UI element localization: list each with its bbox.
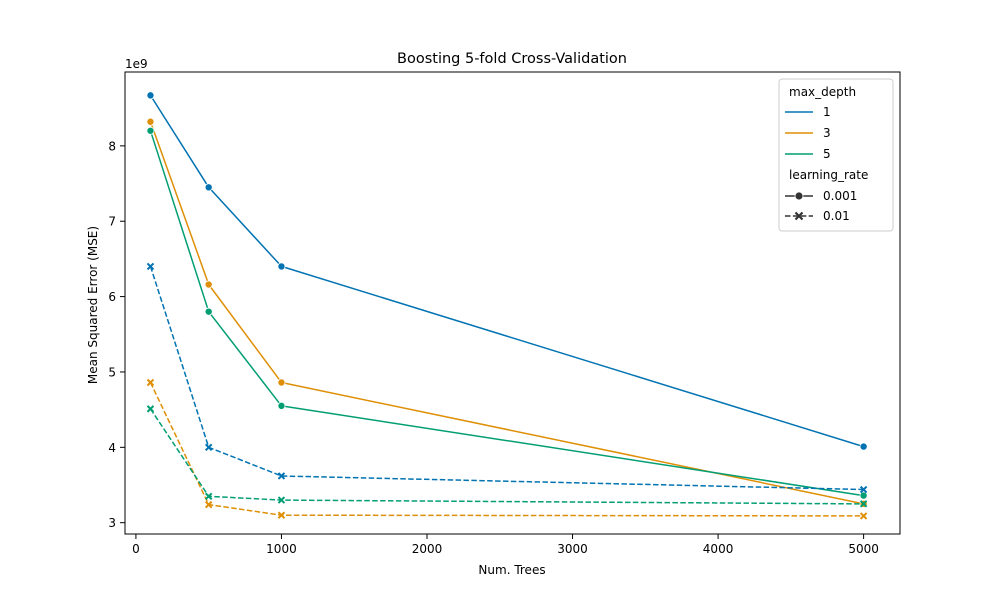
y-tick-label: 7 <box>108 215 116 229</box>
x-tick-label: 4000 <box>703 542 734 556</box>
legend-entry-lr-001: 0.01 <box>785 209 850 223</box>
x-tick-label: 1000 <box>266 542 297 556</box>
x-tick-label: 0 <box>132 542 140 556</box>
legend-box <box>778 78 894 232</box>
legend: max_depth 1 3 5 learning_rate 0.001 0.01 <box>778 78 894 232</box>
series-depth-3-lr-0001-point <box>277 378 286 387</box>
series-depth-1-lr-0001-line <box>149 94 864 448</box>
legend-style-title: learning_rate <box>789 168 868 182</box>
legend-entry-depth-3: 3 <box>785 126 831 140</box>
x-axis-label: Num. Trees <box>478 563 545 577</box>
series-depth-5-lr-001-point <box>859 500 868 508</box>
legend-circle-marker <box>794 191 804 201</box>
legend-x-marker <box>794 211 804 221</box>
series-depth-3-lr-0001-point <box>146 117 155 126</box>
series-depth-1-lr-0001-point <box>859 442 868 451</box>
x-tick-label: 3000 <box>557 542 588 556</box>
series-depth-3-lr-001-point <box>146 378 155 387</box>
y-tick-label: 8 <box>108 139 116 153</box>
series-depth-3-lr-001-point <box>204 500 213 509</box>
y-tick-label: 4 <box>108 441 116 455</box>
series-depth-5-lr-001-point <box>277 496 286 504</box>
y-offset-label: 1e9 <box>125 57 148 71</box>
legend-label-depth-5: 5 <box>823 147 831 161</box>
chart-title: Boosting 5-fold Cross-Validation <box>397 51 627 67</box>
series-depth-5-lr-0001-point <box>146 126 155 135</box>
series-depth-5-lr-001-point <box>146 405 155 413</box>
legend-entry-depth-1: 1 <box>785 105 831 119</box>
legend-label-lr-0001: 0.001 <box>823 189 857 203</box>
series-depth-1-lr-001-point <box>146 262 155 271</box>
series-depth-1-lr-0001-point <box>277 262 286 271</box>
x-tick-label: 5000 <box>848 542 879 556</box>
legend-label-lr-001: 0.01 <box>823 209 850 223</box>
series-depth-5-lr-0001-point <box>204 307 213 316</box>
legend-label-depth-3: 3 <box>823 126 831 140</box>
legend-entry-lr-0001: 0.001 <box>785 189 857 203</box>
series-depth-1-lr-0001-point <box>146 91 155 100</box>
series-layer <box>146 91 868 520</box>
series-depth-3-lr-0001-line <box>149 121 864 505</box>
y-tick-label: 3 <box>108 516 116 530</box>
series-depth-3-lr-001-point <box>277 511 286 519</box>
axis-ticks: 0 1000 2000 3000 4000 5000 3 4 5 6 7 8 <box>108 139 879 556</box>
series-depth-1-lr-0001-point <box>204 183 213 192</box>
series-depth-1-lr-001-line <box>149 266 864 491</box>
series-depth-5-lr-0001-point <box>277 401 286 410</box>
series-depth-5-lr-001-point <box>204 492 213 501</box>
series-depth-5-lr-0001-line <box>149 130 864 497</box>
x-tick-label: 2000 <box>412 542 443 556</box>
legend-entry-depth-5: 5 <box>785 147 831 161</box>
series-depth-3-lr-001-point <box>859 512 868 520</box>
series-depth-3-lr-001-line <box>149 382 864 517</box>
y-tick-label: 5 <box>108 365 116 379</box>
series-depth-1-lr-001-point <box>277 472 286 480</box>
series-depth-5-lr-001-line <box>149 408 864 505</box>
legend-hue-title: max_depth <box>789 85 856 99</box>
series-depth-5-lr-0001-point <box>859 491 868 500</box>
y-tick-label: 6 <box>108 290 116 304</box>
series-depth-3-lr-0001-point <box>204 280 213 289</box>
series-depth-1-lr-001-point <box>204 443 213 452</box>
legend-label-depth-1: 1 <box>823 105 831 119</box>
y-axis-label: Mean Squared Error (MSE) <box>86 226 100 384</box>
series-depth-1-lr-001-point <box>859 485 868 494</box>
plot-frame <box>124 71 901 535</box>
